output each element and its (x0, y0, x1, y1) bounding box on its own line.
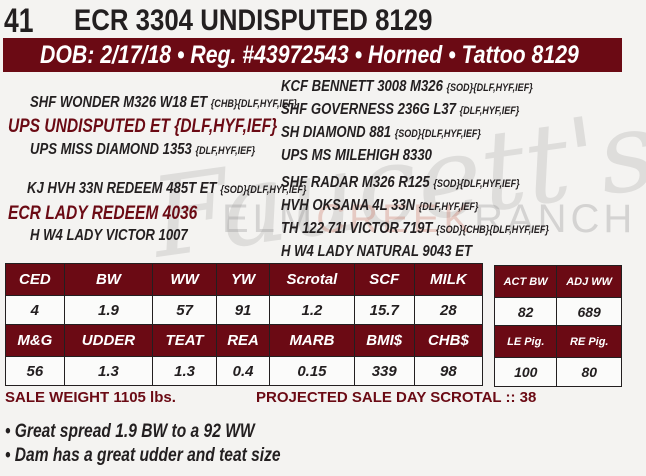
epd-value: 1.9 (63, 295, 154, 325)
pedigree-ancestor: H W4 LADY NATURAL 9043 ET (281, 243, 473, 260)
epd-value: 339 (353, 356, 415, 386)
pedigree-ancestor: SHF GOVERNESS 236G L37 {DLF,HYF,IEF} (281, 101, 520, 118)
epd-value: 28 (413, 295, 484, 325)
epd-value: 1.3 (63, 356, 154, 386)
pigment-header: RE Pig. (556, 325, 622, 358)
epd-header: REA (215, 324, 271, 357)
epd-header: Scrotal (269, 263, 355, 296)
epd-value: 57 (152, 295, 217, 325)
epd-value: 15.7 (353, 295, 415, 325)
projected-scrotal: PROJECTED SALE DAY SCROTAL :: 38 (256, 389, 537, 406)
pedigree-ancestor: SH DIAMOND 881 {SOD}{DLF,HYF,IEF} (281, 124, 481, 141)
epd-header: WW (152, 263, 217, 296)
epd-header: YW (215, 263, 271, 296)
weights-table: ACT BW ADJ WW 82 689 (493, 265, 622, 327)
pedigree-ancestor: HVH OKSANA 4L 33N {DLF,HYF,IEF} (281, 197, 479, 214)
epd-header: CHB$ (413, 324, 484, 357)
banner-text: DOB: 2/17/18 • Reg. #43972543 • Horned •… (40, 41, 579, 69)
epd-header: TEAT (152, 324, 217, 357)
epd-value: 4 (5, 295, 65, 325)
pedigree-dam: ECR LADY REDEEM 4036 (8, 203, 198, 224)
epd-header: SCF (353, 263, 415, 296)
pigment-value: 80 (556, 357, 622, 387)
pigment-header: LE Pig. (493, 325, 558, 358)
pedigree-ancestor: SHF RADAR M326 R125 {SOD}{DLF,HYF,IEF} (281, 174, 520, 191)
epd-header: CED (5, 263, 65, 296)
bullet-note: • Great spread 1.9 BW to a 92 WW (5, 421, 255, 442)
pedigree-dam-dam: H W4 LADY VICTOR 1007 (30, 227, 188, 244)
info-banner: DOB: 2/17/18 • Reg. #43972543 • Horned •… (3, 38, 622, 72)
pedigree-sire-sire: SHF WONDER M326 W18 ET {CHB}{DLF,HYF,IEF… (30, 94, 297, 111)
weight-value: 689 (556, 297, 622, 327)
pedigree-dam-sire: KJ HVH 33N REDEEM 485T ET {SOD}{DLF,HYF,… (27, 180, 307, 197)
pedigree-sire: UPS UNDISPUTED ET {DLF,HYF,IEF} (8, 116, 278, 137)
epd-value: 98 (413, 356, 484, 386)
weight-header: ACT BW (493, 265, 558, 298)
epd-value: 1.3 (152, 356, 217, 386)
epd-header: BW (63, 263, 154, 296)
epd-value: 0.4 (215, 356, 271, 386)
pedigree-sire-dam: UPS MISS DIAMOND 1353 {DLF,HYF,IEF} (30, 141, 256, 158)
pigment-value: 100 (493, 357, 558, 387)
epd-table: CED BW WW YW Scrotal SCF MILK 4 1.9 57 91 1.2 15.7 28… (5, 263, 484, 386)
epd-header: BMI$ (353, 324, 415, 357)
pedigree-ancestor: UPS MS MILEHIGH 8330 (281, 147, 432, 164)
pedigree-ancestor: TH 122 71I VICTOR 719T {SOD}{CHB}{DLF,HY… (281, 220, 549, 237)
epd-value: 56 (5, 356, 65, 386)
bullet-note: • Dam has a great udder and teat size (5, 445, 281, 466)
watermark-ranch-logo: ELMCREEKRANCH (222, 197, 637, 241)
epd-header: M&G (5, 324, 65, 357)
epd-header: MILK (413, 263, 484, 296)
pedigree-ancestor: KCF BENNETT 3008 M326 {SOD}{DLF,HYF,IEF} (281, 78, 533, 95)
sale-weight: SALE WEIGHT 1105 lbs. (5, 389, 176, 406)
epd-value: 1.2 (269, 295, 355, 325)
epd-value: 91 (215, 295, 271, 325)
epd-header: MARB (269, 324, 355, 357)
pigment-table: LE Pig. RE Pig. 100 80 (493, 325, 622, 387)
animal-name: ECR 3304 UNDISPUTED 8129 (74, 4, 433, 37)
weight-header: ADJ WW (556, 265, 622, 298)
epd-header: UDDER (63, 324, 154, 357)
epd-value: 0.15 (269, 356, 355, 386)
lot-number: 41 (4, 2, 34, 40)
weight-value: 82 (493, 297, 558, 327)
